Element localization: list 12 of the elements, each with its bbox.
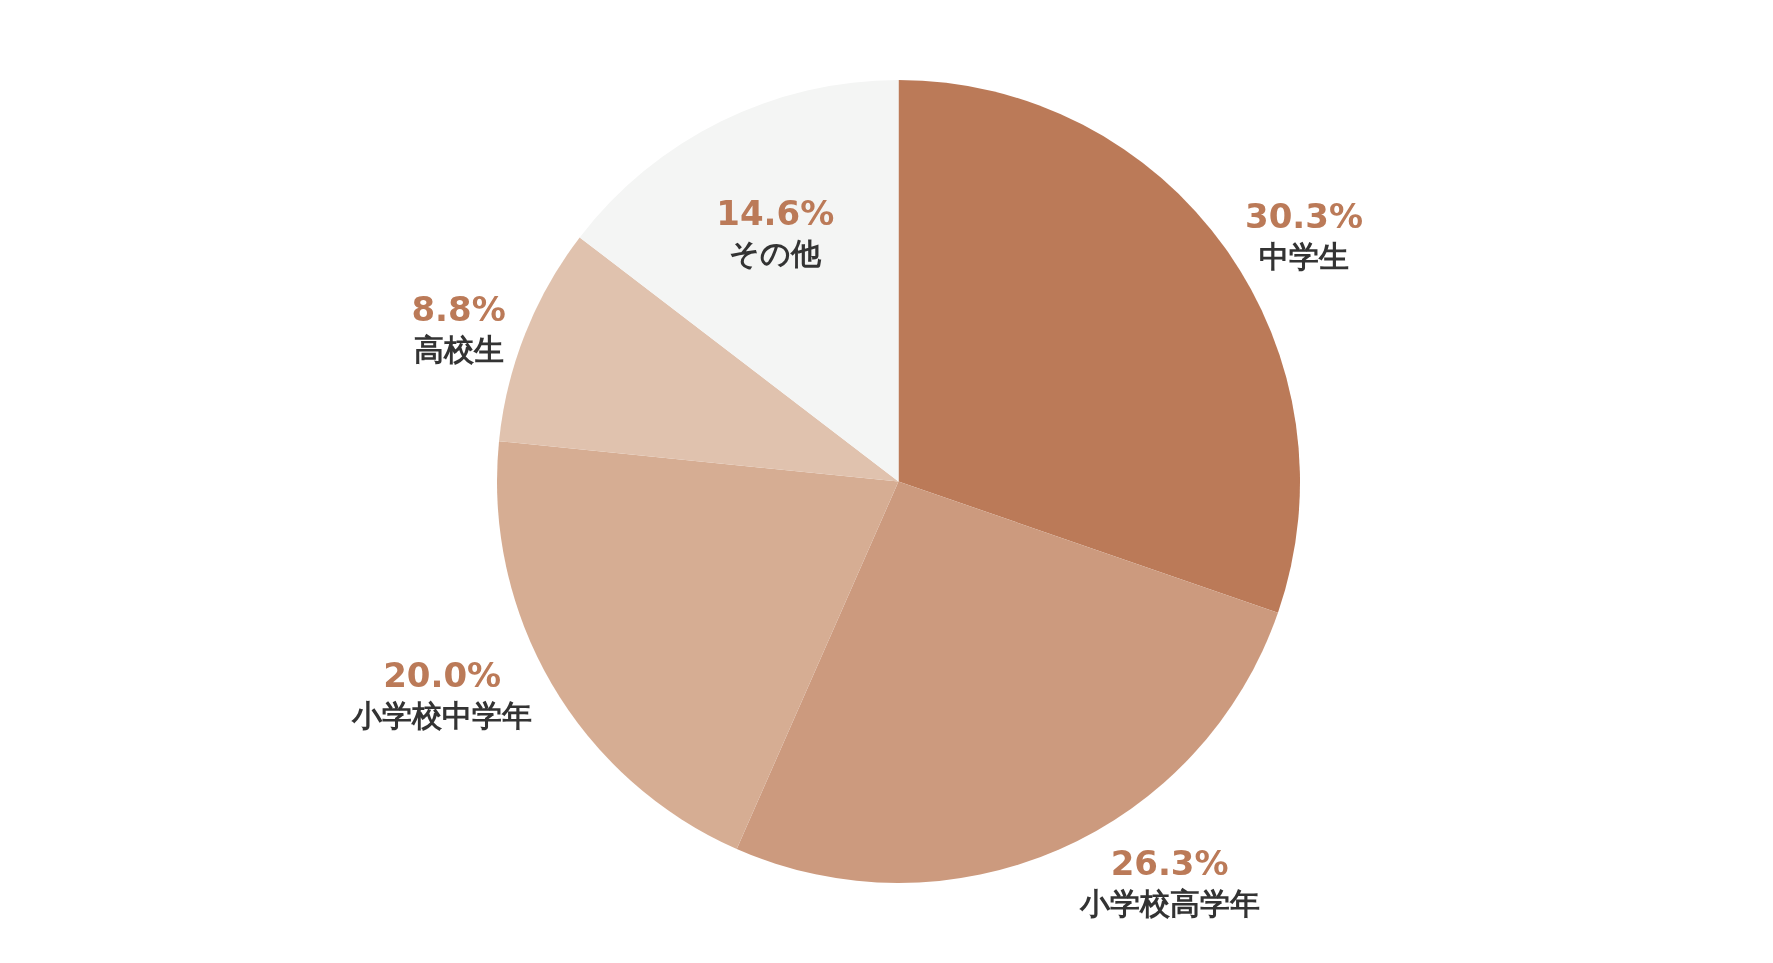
data-label: 14.6% xyxy=(716,192,835,233)
slice-label: その他 xyxy=(729,235,823,271)
pie-slice xyxy=(736,481,1278,883)
data-label: 20.0% xyxy=(383,654,502,695)
data-label: 26.3% xyxy=(1110,843,1229,884)
slice-label: 小学校中学年 xyxy=(351,697,533,733)
pie-slice xyxy=(579,80,899,482)
slice-label: 小学校高学年 xyxy=(1078,886,1260,922)
slice-label: 高校生 xyxy=(413,332,504,368)
data-label: 30.3% xyxy=(1245,196,1363,237)
slice-label: 中学生 xyxy=(1259,239,1350,275)
data-label: 8.8% xyxy=(411,289,506,330)
